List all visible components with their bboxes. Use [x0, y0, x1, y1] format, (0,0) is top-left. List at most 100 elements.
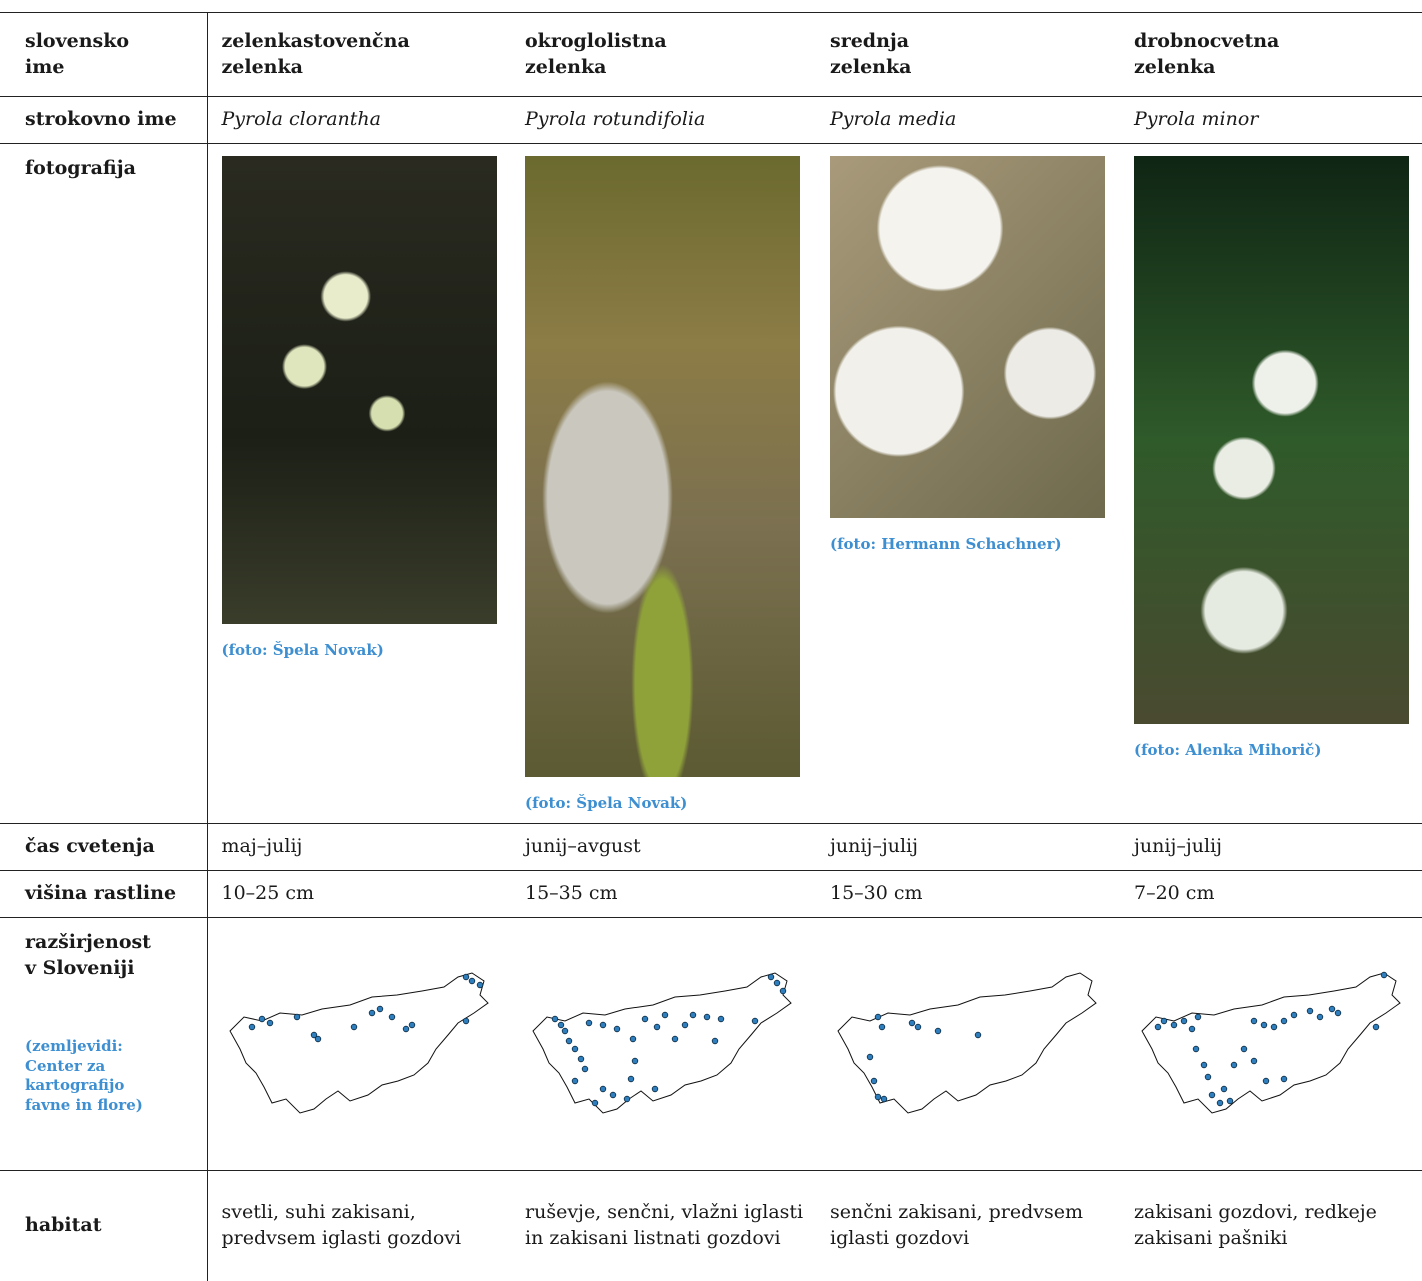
record-dot — [1226, 1097, 1234, 1105]
cell: maj–julij — [207, 823, 511, 871]
record-dot — [557, 1021, 565, 1029]
photo-cell: (foto: Alenka Mihorič) — [1120, 143, 1422, 824]
record-dot — [571, 1077, 579, 1085]
header-text: zelenkastovenčna zelenka — [221, 29, 410, 78]
header-cell: okroglolistna zelenka — [511, 12, 816, 97]
record-dot — [585, 1019, 593, 1027]
cell: Pyrola clorantha — [207, 96, 511, 144]
cell-text: zakisani gozdovi, redkeje zakisani pašni… — [1134, 1201, 1377, 1249]
cell: junij–avgust — [511, 823, 816, 871]
record-dot — [1192, 1045, 1200, 1053]
record-dot — [1194, 1013, 1202, 1021]
record-dot — [376, 1005, 383, 1013]
record-dot — [1208, 1091, 1216, 1099]
comparison-table: slovensko ime zelenkastovenčna zelenka okr… — [0, 12, 1422, 1281]
photo-credit: (foto: Špela Novak) — [221, 641, 384, 659]
cell: 15–30 cm — [816, 870, 1120, 918]
record-dot — [1154, 1023, 1162, 1031]
map-cell — [816, 917, 1120, 1171]
habitat-row: habitat svetli, suhi zakisani, predvsem i… — [0, 1170, 1422, 1281]
cell: Pyrola rotundifolia — [511, 96, 816, 144]
photo-credit: (foto: Hermann Schachner) — [830, 535, 1062, 553]
record-dot — [402, 1025, 409, 1033]
header-cell: srednja zelenka — [816, 12, 1120, 97]
cell-text: 10–25 cm — [221, 882, 315, 905]
record-dot — [1380, 971, 1388, 979]
photo-credit: (foto: Špela Novak) — [525, 794, 688, 812]
record-dot — [1280, 1075, 1288, 1083]
label-cell: slovensko ime — [0, 12, 208, 97]
record-dot — [870, 1077, 878, 1085]
record-dot — [874, 1013, 882, 1021]
cell: senčni zakisani, predvsem iglasti gozdov… — [816, 1170, 1120, 1281]
header-text: okroglolistna zelenka — [525, 29, 667, 78]
map-note: (zemljevidi: Center za kartografijo favn… — [25, 1037, 143, 1114]
record-dot — [1250, 1057, 1258, 1065]
cell-text: 15–30 cm — [830, 882, 923, 905]
cell-text: 15–35 cm — [525, 882, 618, 905]
record-dot — [874, 1093, 882, 1101]
cell-text: senčni zakisani, predvsem iglasti gozdov… — [830, 1201, 1084, 1249]
record-dot — [1290, 1011, 1298, 1019]
cell-text: junij–julij — [1134, 835, 1223, 858]
record-dot — [565, 1037, 573, 1045]
record-dot — [314, 1035, 321, 1043]
record-dot — [914, 1023, 922, 1031]
record-dot — [1262, 1077, 1270, 1085]
record-dot — [462, 973, 469, 981]
header-cell: zelenkastovenčna zelenka — [207, 12, 511, 97]
map-cell — [1120, 917, 1422, 1171]
country-outline — [1141, 972, 1401, 1114]
record-dot — [1328, 1005, 1336, 1013]
record-dot — [571, 1045, 579, 1053]
height-row: višina rastline 10–25 cm 15–35 cm 15–30 cm 7… — [0, 870, 1422, 918]
cell-text: svetli, suhi zakisani, predvsem iglasti … — [221, 1201, 462, 1249]
record-dot — [609, 1091, 617, 1099]
cell-text: maj–julij — [221, 835, 303, 858]
distribution-map — [532, 972, 792, 1114]
cell: Pyrola minor — [1120, 96, 1422, 144]
record-dot — [908, 1019, 916, 1027]
record-dot — [1250, 1017, 1258, 1025]
record-dot — [551, 1015, 559, 1023]
record-dot — [1160, 1017, 1168, 1025]
cell-text: junij–julij — [830, 835, 919, 858]
label-cell: višina rastline — [0, 870, 208, 918]
cell-text: Pyrola clorantha — [221, 108, 382, 131]
record-dot — [1334, 1009, 1342, 1017]
record-dot — [1200, 1061, 1208, 1069]
record-dot — [773, 979, 781, 987]
record-dot — [653, 1023, 661, 1031]
page: slovensko ime zelenkastovenčna zelenka okr… — [0, 12, 1422, 1281]
header-row: slovensko ime zelenkastovenčna zelenka okr… — [0, 12, 1422, 97]
photo-credit: (foto: Alenka Mihorič) — [1134, 741, 1322, 759]
cell: zakisani gozdovi, redkeje zakisani pašni… — [1120, 1170, 1422, 1281]
label-cell: habitat — [0, 1170, 208, 1281]
distribution-map — [1141, 971, 1401, 1114]
cell: 10–25 cm — [207, 870, 511, 918]
label-cell: fotografija — [0, 143, 208, 824]
cell-text: Pyrola minor — [1134, 108, 1259, 131]
record-dot — [779, 987, 787, 995]
photo — [525, 156, 800, 777]
record-dot — [880, 1095, 888, 1103]
cell-text: Pyrola rotundifolia — [525, 108, 706, 131]
record-dot — [717, 1015, 725, 1023]
cell: ruševje, senčni, vlažni iglasti in zakis… — [511, 1170, 816, 1281]
record-dot — [581, 1065, 589, 1073]
record-dot — [689, 1011, 697, 1019]
record-dot — [703, 1013, 711, 1021]
record-dot — [1280, 1017, 1288, 1025]
record-dot — [1306, 1007, 1314, 1015]
record-dot — [1188, 1025, 1196, 1033]
record-dot — [681, 1021, 689, 1029]
photo — [1134, 156, 1409, 724]
record-dot — [468, 977, 475, 985]
record-dot — [293, 1013, 300, 1021]
map-cell — [511, 917, 816, 1171]
record-dot — [1270, 1023, 1278, 1031]
label-cell: čas cvetenja — [0, 823, 208, 871]
record-dot — [711, 1037, 719, 1045]
map-cell — [207, 917, 511, 1171]
record-dot — [651, 1085, 659, 1093]
